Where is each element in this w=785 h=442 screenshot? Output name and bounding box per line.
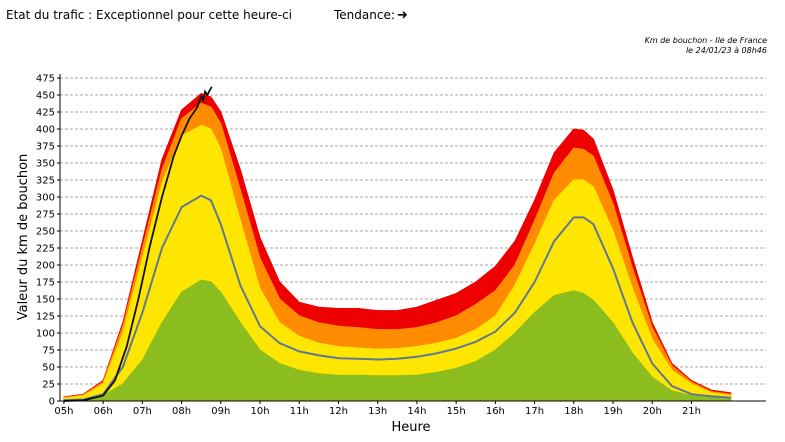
y-axis-title: Valeur du km de bouchon [16, 154, 31, 321]
y-tick-label: 250 [36, 227, 55, 238]
y-tick-label: 200 [36, 261, 55, 272]
x-tick-label: 08h [172, 406, 191, 417]
chart-title-line1: Km de bouchon - Ile de France [644, 36, 767, 45]
y-tick-label: 125 [36, 312, 55, 323]
y-tick-label: 325 [36, 176, 55, 187]
y-tick-label: 25 [42, 380, 55, 391]
x-axis-title: Heure [391, 420, 430, 435]
chart-title-line2: le 24/01/23 à 08h46 [685, 46, 767, 55]
x-tick-label: 09h [211, 406, 230, 417]
x-tick-label: 21h [682, 406, 701, 417]
x-tick-label: 15h [447, 406, 466, 417]
y-tick-label: 175 [36, 278, 55, 289]
y-tick-label: 300 [36, 193, 55, 204]
chart-title: Km de bouchon - Ile de France le 24/01/2… [645, 36, 767, 56]
y-tick-label: 425 [36, 108, 55, 119]
y-tick-label: 400 [36, 125, 55, 136]
y-tick-label: 0 [49, 397, 55, 408]
y-tick-label: 475 [36, 74, 55, 85]
x-tick-label: 20h [643, 406, 662, 417]
x-tick-label: 16h [486, 406, 505, 417]
x-tick-label: 18h [564, 406, 583, 417]
x-tick-label: 12h [329, 406, 348, 417]
x-tick-label: 13h [368, 406, 387, 417]
traffic-status-label: Etat du trafic : Exceptionnel pour cette… [6, 8, 293, 22]
trend-indicator: Tendance: ➜ [334, 8, 408, 23]
x-tick-label: 17h [525, 406, 544, 417]
y-tick-label: 225 [36, 244, 55, 255]
traffic-band-area [63, 279, 732, 402]
y-tick-label: 275 [36, 210, 55, 221]
x-tick-label: 11h [290, 406, 309, 417]
x-tick-label: 10h [251, 406, 270, 417]
x-tick-label: 19h [604, 406, 623, 417]
x-tick-label: 14h [407, 406, 426, 417]
trend-label: Tendance: [334, 8, 395, 22]
y-tick-label: 375 [36, 142, 55, 153]
reference-line [63, 194, 731, 402]
y-tick-label: 450 [36, 91, 55, 102]
y-tick-label: 350 [36, 159, 55, 170]
y-tick-label: 75 [42, 346, 55, 357]
x-tick-label: 06h [94, 406, 113, 417]
y-tick-label: 50 [42, 363, 55, 374]
y-tick-label: 100 [36, 329, 55, 340]
current-day-line [63, 86, 213, 402]
y-tick-label: 150 [36, 295, 55, 306]
x-tick-label: 07h [133, 406, 152, 417]
arrow-right-icon: ➜ [396, 8, 408, 23]
x-tick-label: 05h [54, 406, 73, 417]
